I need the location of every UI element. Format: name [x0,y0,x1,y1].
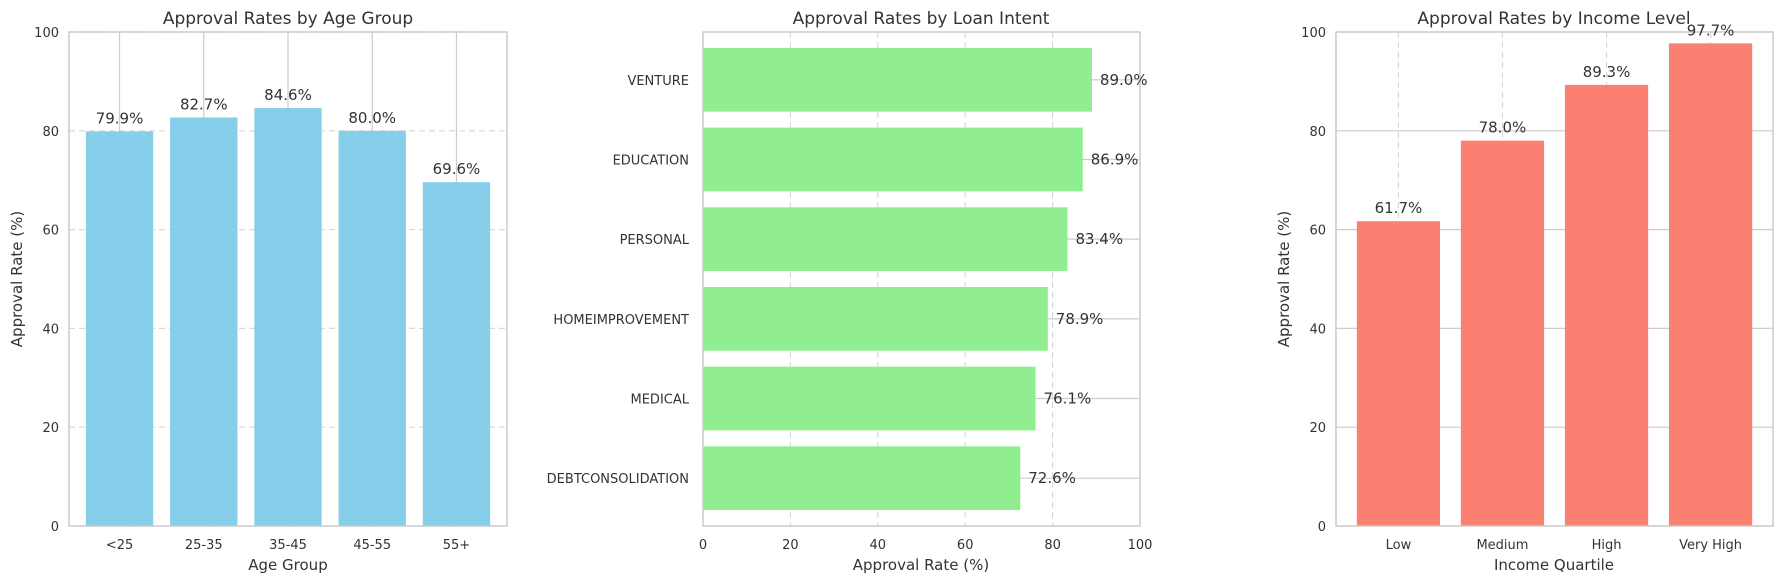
y-tick-label: 20 [1309,421,1326,436]
bar [703,366,1036,431]
y-tick-label: 60 [1309,224,1326,239]
chart-loan-intent: VENTURE EDUCATION PERSONAL HOMEIMPROVEMENT M… [547,9,1153,574]
x-tick-label: 25-35 [185,538,223,553]
x-axis-label: Income Quartile [1494,556,1614,574]
x-tick-label: <25 [106,538,133,553]
plot-frame [1335,31,1774,527]
y-tick-label: 20 [42,421,59,436]
bar [338,130,406,527]
data-label: 84.6% [264,86,312,104]
x-tick-label: Medium [1476,538,1528,553]
x-tick-label: 80 [1044,538,1061,553]
y-tick-label: 80 [1309,125,1326,140]
bar [703,207,1068,272]
x-axis-label: Age Group [248,556,327,574]
y-tick-label: DEBTCONSOLIDATION [547,472,689,487]
bar [85,131,154,526]
chart-income-level: 0 20 40 60 80 100 Low Medium High Very High 61.7… [1275,9,1774,574]
y-tick-label: 40 [42,322,59,337]
y-tick-label: VENTURE [627,74,689,89]
data-label: 83.4% [1075,230,1123,248]
data-label: 78.9% [1056,310,1104,328]
data-label: 78.0% [1479,119,1527,137]
y-tick-label: 0 [1318,520,1326,535]
y-tick-label: 80 [42,125,59,140]
data-label: 69.6% [433,160,481,178]
bar [1564,84,1649,526]
x-tick-label: High [1592,538,1622,553]
plot-frame [702,31,1141,527]
bar [703,286,1048,351]
y-tick-label: 100 [1301,26,1326,41]
y-axis-label: Approval Rate (%) [1275,211,1293,347]
data-label: 89.0% [1100,71,1148,89]
x-tick-label: 40 [870,538,887,553]
chart-title: Approval Rates by Income Level [1417,9,1690,29]
data-label: 86.9% [1091,150,1139,168]
bar [1356,221,1441,526]
data-label: 82.7% [180,95,228,113]
x-axis-label: Approval Rate (%) [853,556,989,574]
y-axis-label: Approval Rate (%) [8,211,26,347]
y-tick-label: 60 [42,224,59,239]
chart-age-group: 0 20 40 60 80 100 <25 25-35 35-45 45-55 55+ 79.9%… [8,9,508,574]
plot-frame [68,31,508,527]
y-tick-label: 40 [1309,322,1326,337]
bar [703,446,1021,511]
x-tick-label: 100 [1128,538,1153,553]
bar [1460,140,1545,526]
y-tick-label: MEDICAL [631,393,690,408]
bar [422,182,491,526]
data-label: 72.6% [1028,469,1076,487]
bar [703,47,1092,112]
x-tick-label: 45-55 [353,538,391,553]
y-tick-label: PERSONAL [620,233,690,248]
x-tick-label: 60 [957,538,974,553]
data-label: 76.1% [1044,390,1092,408]
bar [254,108,322,527]
data-label: 97.7% [1687,21,1735,39]
y-tick-label: 0 [51,520,59,535]
x-tick-label: 55+ [443,538,470,553]
bar [170,117,238,526]
y-tick-label: HOMEIMPROVEMENT [553,313,689,328]
y-tick-label: 100 [34,26,59,41]
data-label: 89.3% [1583,63,1631,81]
x-tick-label: 20 [782,538,799,553]
bar [1668,43,1753,526]
y-tick-label: EDUCATION [613,153,689,168]
x-tick-label: 0 [699,538,707,553]
data-label: 79.9% [96,109,144,127]
bar [703,127,1083,192]
data-label: 61.7% [1375,199,1423,217]
x-tick-label: Very High [1679,538,1742,553]
data-label: 80.0% [348,109,396,127]
chart-title: Approval Rates by Age Group [163,9,413,29]
x-tick-label: Low [1386,538,1412,553]
chart-title: Approval Rates by Loan Intent [793,9,1050,29]
x-tick-label: 35-45 [269,538,307,553]
